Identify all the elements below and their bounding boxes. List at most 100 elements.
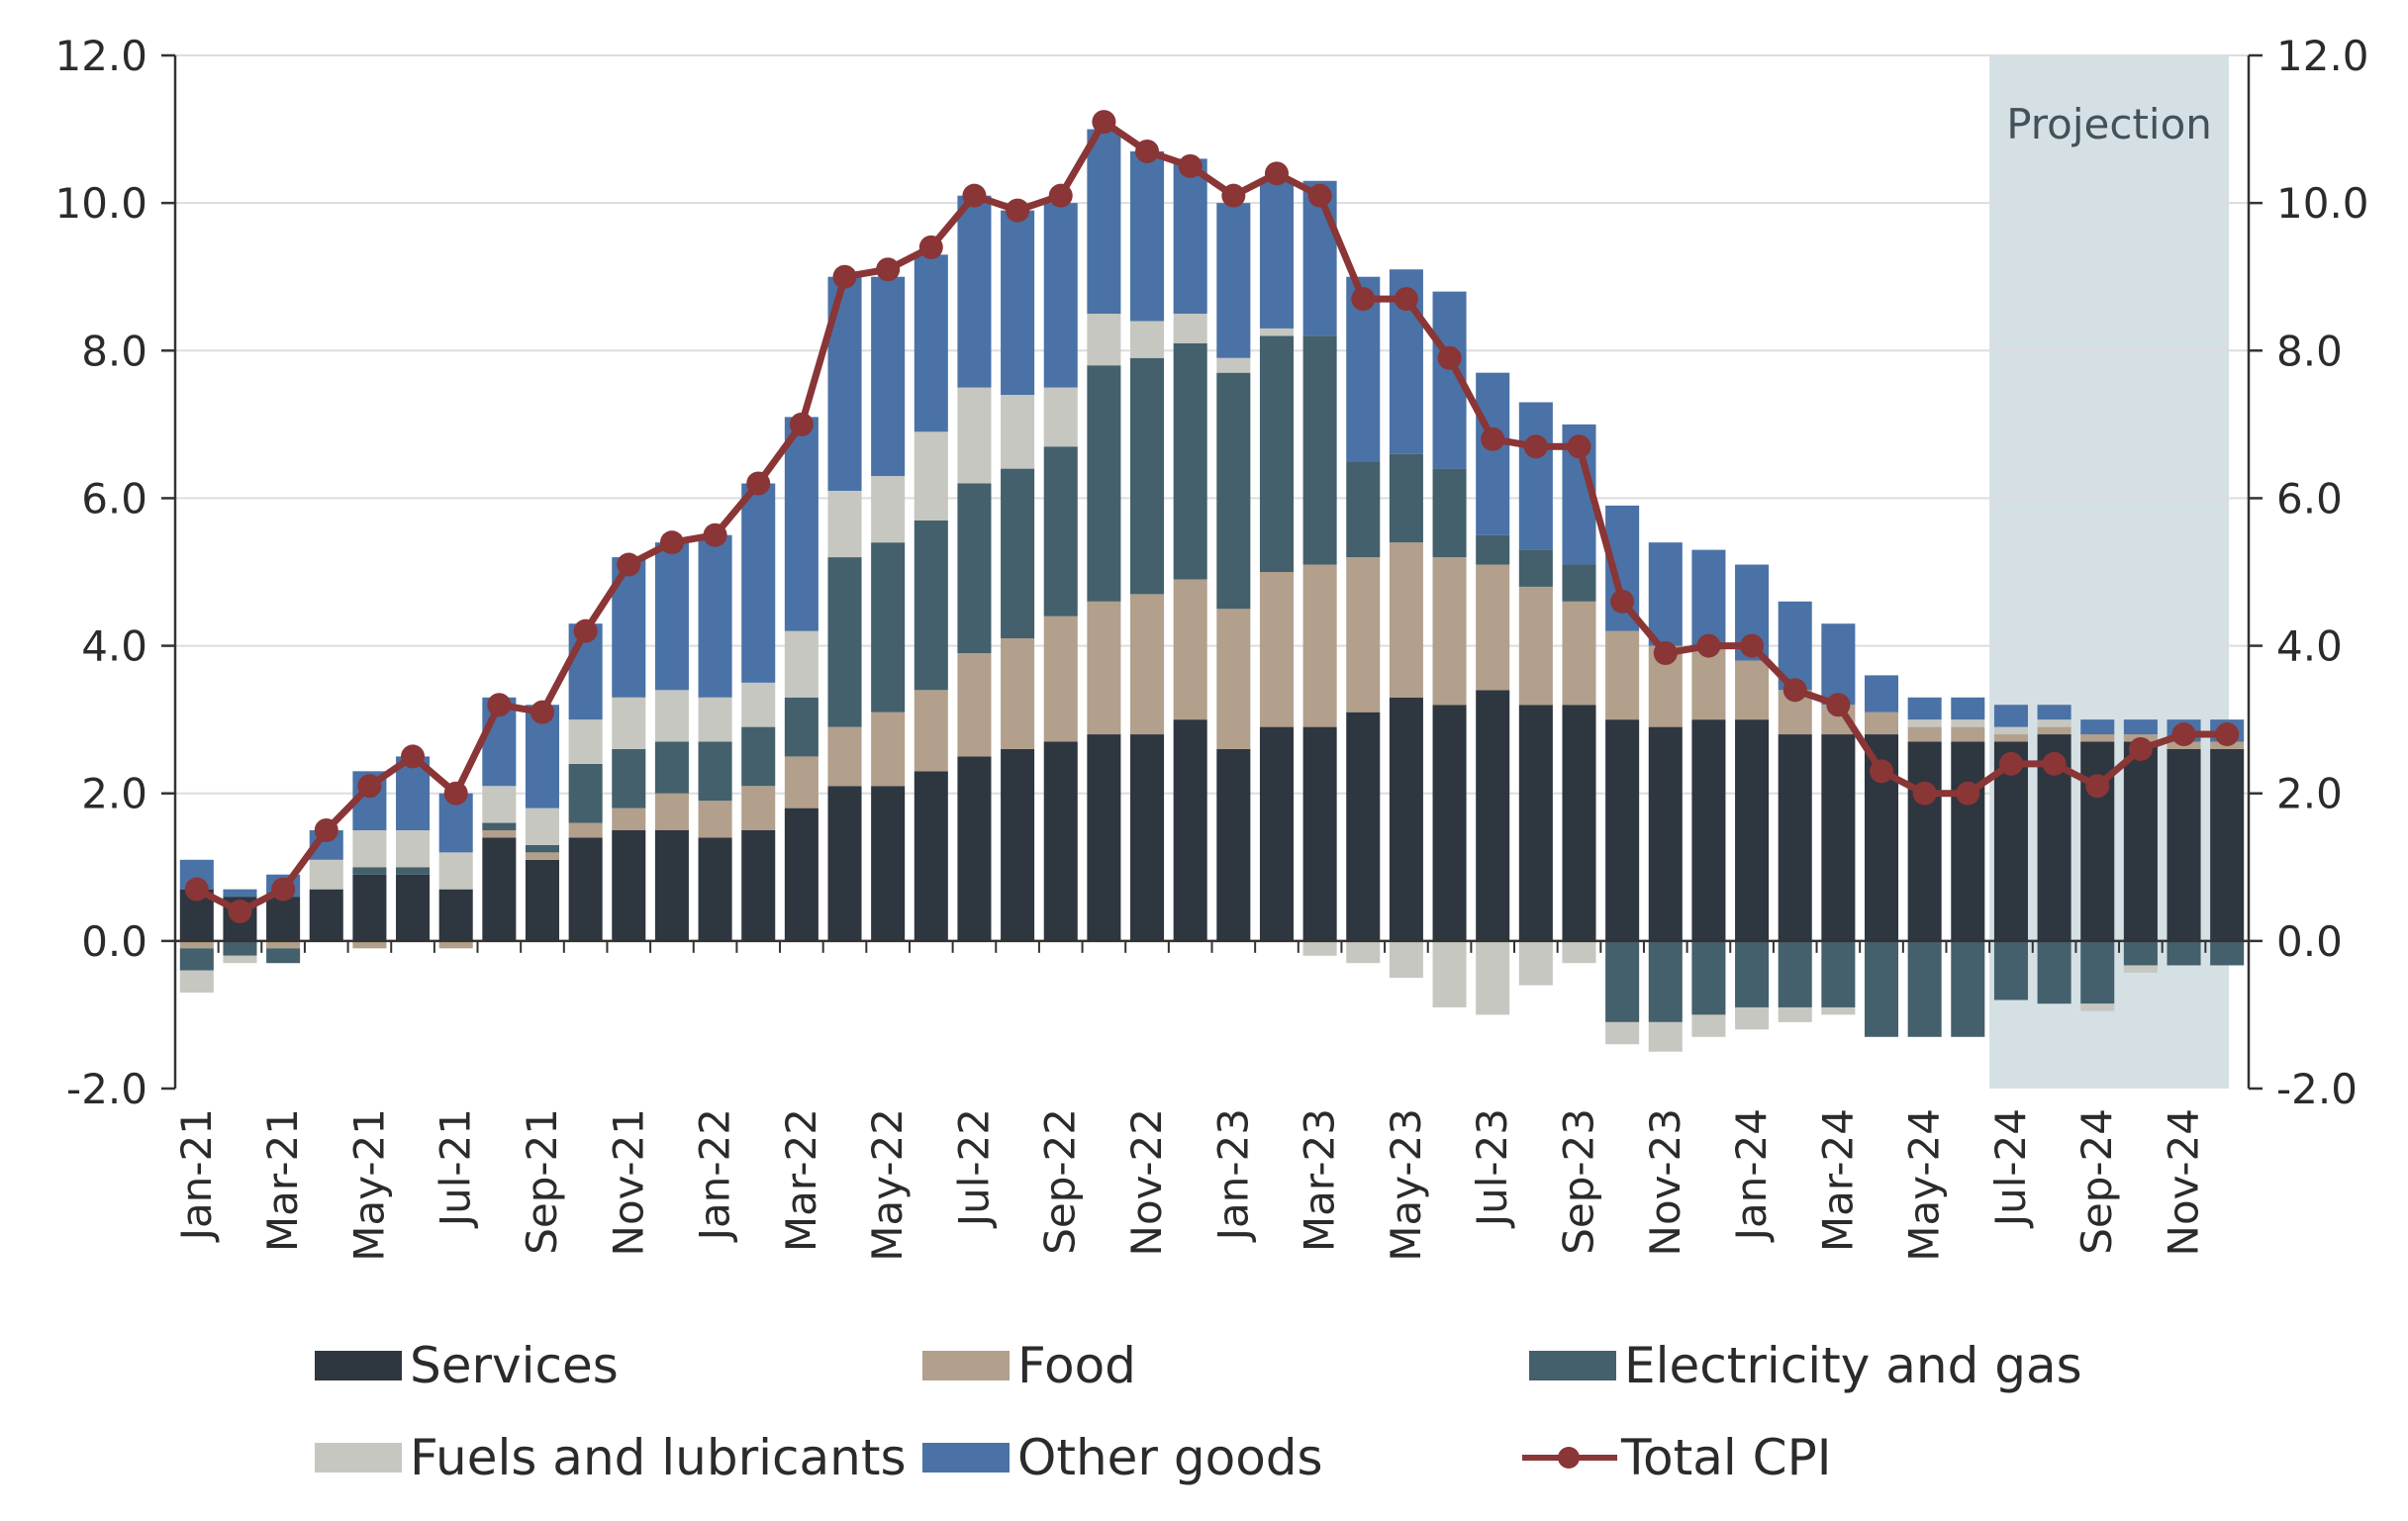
y-tick-label-right: 12.0 [2276,32,2369,80]
bar-segment [1864,940,1899,1037]
bar-segment [1389,542,1423,698]
bar-segment [1259,335,1294,572]
bar-segment [914,254,948,432]
bar-segment [1346,461,1381,558]
tick-labels: 12.0 12.0 10.0 10.0 8.0 8.0 6.0 6.0 4.0 4.0 2.0 2.0… [54,32,2368,1262]
y-tick-label-right: 4.0 [2276,622,2343,671]
x-tick-label: Sep-22 [1036,1108,1085,1255]
x-tick-label: Jan-21 [172,1108,221,1243]
bar-segment [1821,623,1856,706]
bar-segment [1691,940,1726,1015]
bar-segment [1993,940,2028,1000]
bar-segment [827,490,862,558]
total-cpi-point [1523,434,1548,459]
bar-segment [1259,726,1294,941]
bar-segment [1821,1006,1856,1015]
bar-segment [396,874,431,941]
bar-segment [1130,734,1165,941]
bar-segment [266,940,301,949]
bar-segment [1562,564,1596,602]
bar-segment [1907,940,1942,1037]
bar-segment [568,837,603,941]
bar-segment [1087,129,1121,314]
total-cpi-point [1351,287,1376,312]
bar-segment [2123,741,2158,941]
total-cpi-point [659,530,684,555]
bar-segment [741,830,776,941]
bar-segment [654,830,689,941]
bar-segment [1993,726,2028,735]
total-cpi-point [832,264,857,289]
total-cpi-point [530,700,554,724]
bar-segment [698,534,732,698]
y-tick-label-right: 10.0 [2276,179,2369,228]
bar-segment [2167,940,2201,966]
total-cpi-point [746,471,771,496]
total-cpi-point [2171,722,2196,747]
total-cpi-point [357,774,382,799]
y-tick-label-right: 6.0 [2276,474,2343,523]
total-cpi-point [271,877,296,902]
x-tick-label: Sep-21 [518,1108,566,1255]
bar-segment [179,948,214,971]
bar-segment [2210,748,2245,941]
bar-segment [396,830,431,868]
bar-segment [525,859,560,941]
x-tick-label: Mar-23 [1296,1108,1344,1252]
total-cpi-point [1178,153,1203,178]
bar-segment [1001,210,1035,396]
y-tick-label-left: 10.0 [54,179,147,228]
x-tick-label: Jul-24 [1986,1108,2035,1229]
bar-segment [1173,158,1207,314]
bar-segment [1605,719,1640,941]
bar-segment [1432,468,1467,558]
bar-segment [438,889,473,941]
bar-segment [2080,734,2115,742]
bar-segment [1001,748,1035,941]
bar-segment [309,859,343,890]
total-cpi-point [1696,633,1721,658]
total-cpi-point [2042,751,2067,776]
bar-segment [1173,719,1207,941]
y-tick-label-left: 4.0 [81,622,147,671]
total-cpi-line [184,110,2240,924]
total-cpi-point [228,900,252,924]
bar-segment [482,830,517,838]
bar-segment [1735,660,1770,720]
y-tick-label-left: 12.0 [54,32,147,80]
bar-segment [914,520,948,691]
bar-segment [179,970,214,994]
total-cpi-point [1567,434,1591,459]
bar-segment [1087,365,1121,602]
bar-segment [1518,586,1553,706]
y-tick-label-right: 2.0 [2276,770,2343,818]
x-tick-label: Mar-21 [258,1108,307,1252]
bar-segment [1389,940,1423,979]
bar-segment [1259,180,1294,329]
y-tick-label-left: 6.0 [81,474,147,523]
x-tick-label: Mar-24 [1813,1108,1862,1252]
x-tick-label: Jul-21 [432,1108,480,1229]
total-cpi-point [876,257,901,282]
total-cpi-point [1653,641,1678,666]
total-cpi-point [1221,183,1246,208]
bar-segment [1476,940,1510,1015]
bar-segment [698,837,732,941]
bar-segment [784,756,819,808]
x-tick-label: Mar-22 [777,1108,825,1252]
bar-segment [612,808,646,830]
bar-segment [1648,1021,1683,1052]
bar-segment [1389,453,1423,543]
bar-segment [1907,697,1942,720]
y-tick-label-left: 8.0 [81,327,147,375]
total-cpi-point [1782,678,1807,703]
bar-segment [957,387,992,484]
bar-segment [1130,594,1165,735]
bar-segment [525,852,560,860]
bar-segment [1259,572,1294,727]
bar-segment [438,852,473,890]
bar-segment [1001,468,1035,639]
bar-segment [1043,741,1078,941]
bar-segment [871,476,906,543]
